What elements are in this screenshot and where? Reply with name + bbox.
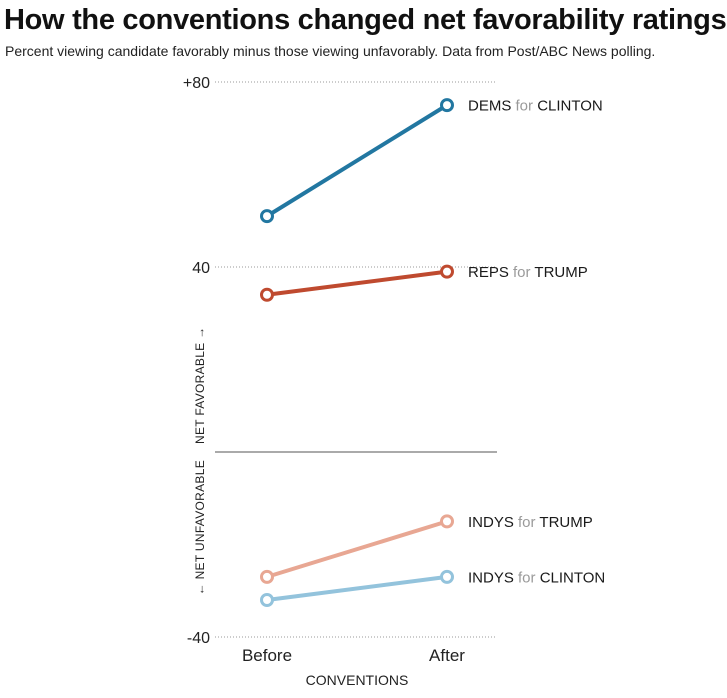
y-tick-labels: +80 40 -40 <box>183 75 210 647</box>
series-label: REPS for TRUMP <box>468 264 588 281</box>
data-point <box>260 287 274 302</box>
series-label: INDYS for CLINTON <box>468 569 605 586</box>
y-label-net-favorable: NET FAVORABLE → <box>193 327 207 444</box>
data-point <box>440 264 454 279</box>
y-tick-label: -40 <box>187 630 210 647</box>
series-label: INDYS for TRUMP <box>468 514 593 531</box>
series-lines <box>260 98 454 607</box>
data-point <box>440 98 454 113</box>
data-point <box>260 593 274 607</box>
series-label: DEMS for CLINTON <box>468 98 603 115</box>
x-tick-label: Before <box>242 646 292 665</box>
series-labels: DEMS for CLINTON REPS for TRUMP INDYS for … <box>468 98 605 587</box>
y-tick-label: 40 <box>192 260 210 277</box>
series-line <box>265 269 449 297</box>
y-tick-label: +80 <box>183 75 210 92</box>
series-line <box>265 103 449 219</box>
series-line <box>265 519 449 579</box>
data-point <box>440 514 454 529</box>
x-tick-label: After <box>429 646 465 665</box>
x-axis: Before After CONVENTIONS <box>242 646 465 688</box>
y-label-net-unfavorable: ← NET UNFAVORABLE <box>193 460 207 595</box>
series-line <box>265 574 449 602</box>
chart-subtitle: Percent viewing candidate favorably minu… <box>5 43 656 59</box>
gridlines <box>215 81 497 638</box>
data-point <box>440 569 454 584</box>
data-point <box>260 569 274 584</box>
chart-title: How the conventions changed net favorabi… <box>4 4 727 36</box>
x-axis-title: CONVENTIONS <box>306 672 409 688</box>
data-point <box>260 209 274 224</box>
y-axis-labels: NET FAVORABLE → ← NET UNFAVORABLE <box>193 327 207 596</box>
